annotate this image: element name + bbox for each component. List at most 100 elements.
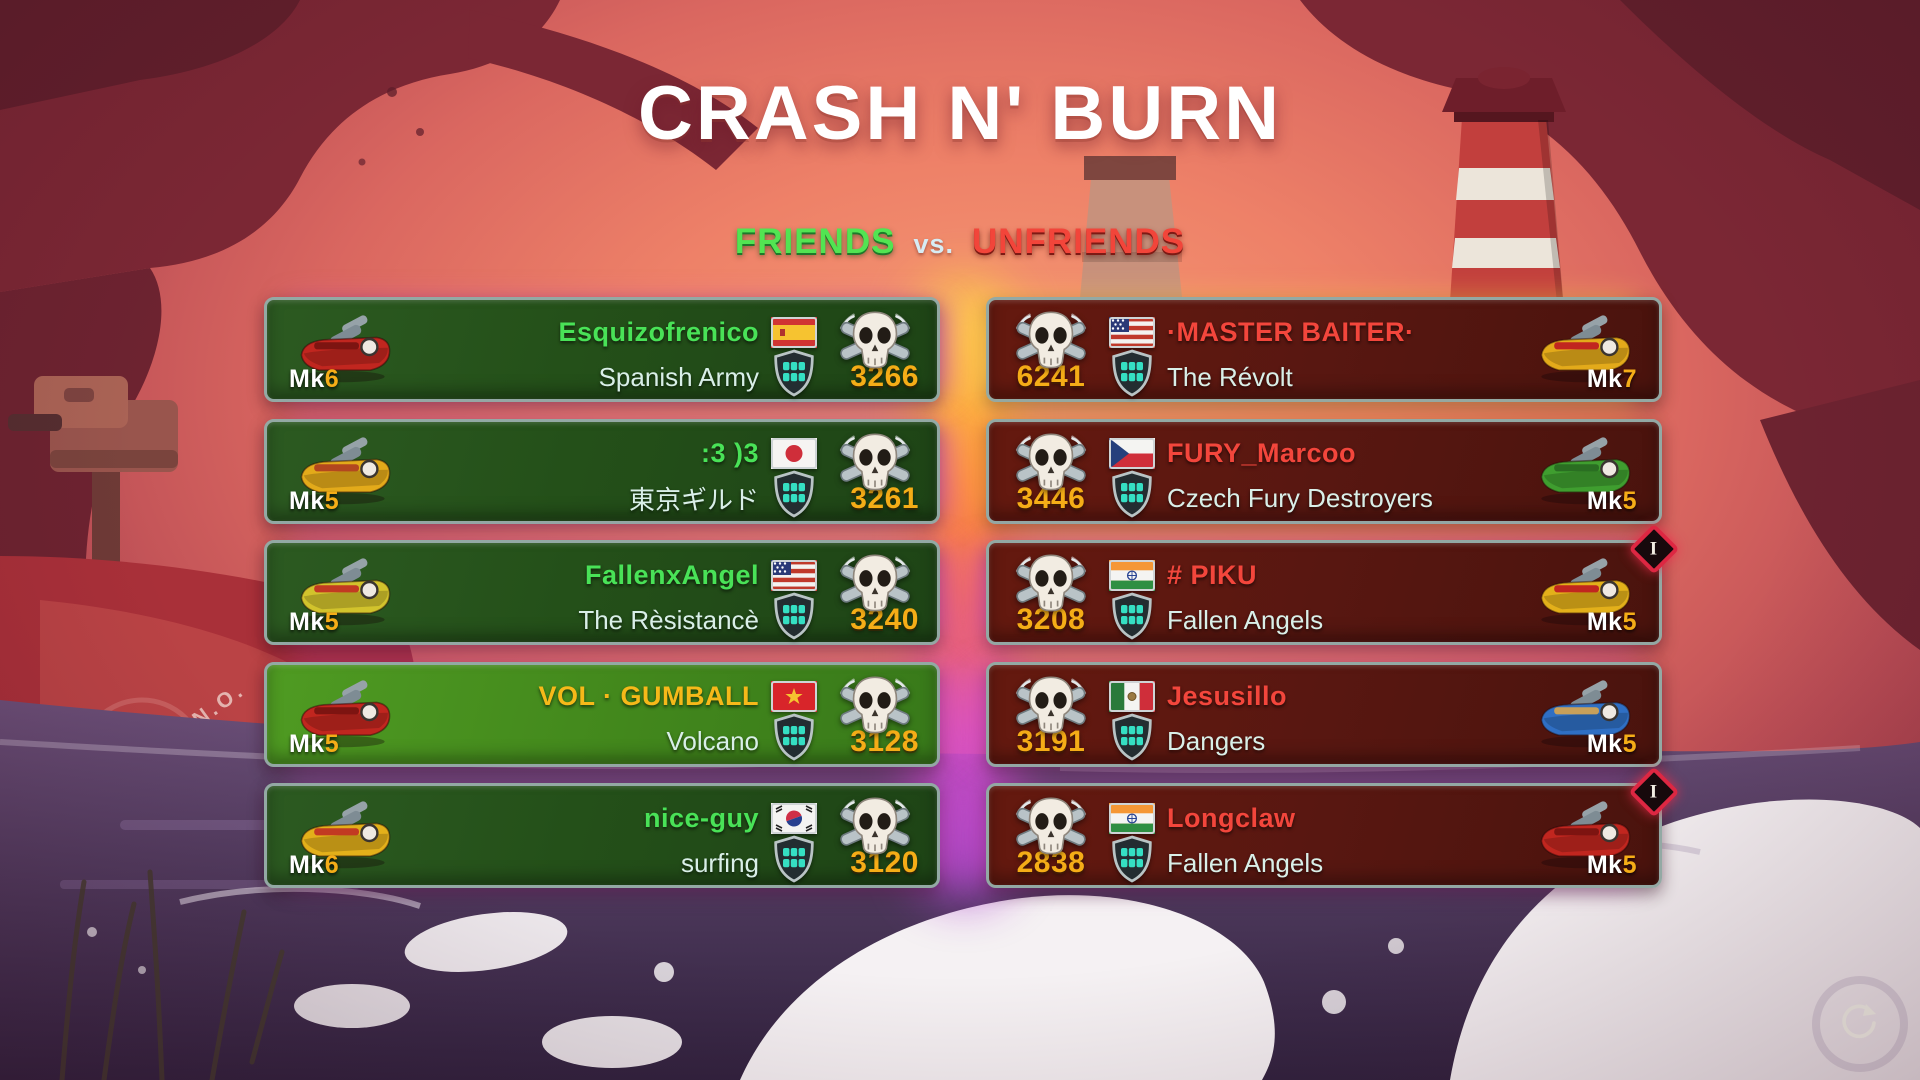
player-name: Jesusillo — [1167, 681, 1288, 711]
loading-spinner-icon — [1836, 1000, 1882, 1046]
player-info: Esquizofrenico Spanish Army 3266 — [558, 307, 921, 397]
player-info: # PIKU Fallen Angels 3208 — [1005, 550, 1323, 640]
vs-label: vs. — [913, 229, 954, 259]
vehicle-icon — [279, 302, 407, 392]
flag-es-icon — [771, 316, 817, 348]
vehicle-icon — [1519, 667, 1647, 757]
mk-level-label: Mk5 — [1587, 851, 1637, 880]
guild-name: surfing — [680, 847, 759, 878]
guild-name: Dangers — [1167, 726, 1266, 756]
player-card-friends-3[interactable]: Mk5 FallenxAngel The Rèsistancè 3240 — [264, 540, 940, 645]
player-card-unfriends-1[interactable]: Mk7 ·MASTER BAITER· The Révolt 6241 — [986, 297, 1662, 402]
guild-shield-icon — [772, 835, 816, 888]
vehicle-icon — [1519, 302, 1647, 392]
player-info: ·MASTER BAITER· The Révolt 6241 — [1005, 307, 1414, 397]
guild-shield-icon — [1110, 592, 1154, 645]
flag-us-icon — [771, 559, 817, 591]
mk-number: 5 — [324, 729, 340, 758]
flag-vn-icon — [771, 681, 817, 712]
guild-shield-icon — [1110, 470, 1154, 523]
mk-prefix: Mk — [289, 851, 325, 879]
guild-name: 東京ギルド — [628, 485, 759, 515]
guild-name: Volcano — [666, 726, 759, 756]
player-info: FallenxAngel The Rèsistancè 3240 — [578, 550, 921, 640]
flag-us-icon — [1109, 316, 1155, 348]
mk-prefix: Mk — [289, 608, 325, 636]
player-card-friends-5[interactable]: Mk6 nice-guy surfing 3120 — [264, 783, 940, 888]
guild-name: Czech Fury Destroyers — [1167, 483, 1433, 513]
mk-number: 6 — [324, 365, 340, 393]
vehicle-icon — [1519, 788, 1647, 878]
player-card-friends-4[interactable]: Mk5 VOL · GUMBALL Volcano 3128 — [264, 661, 940, 767]
infamy-skull-icon — [1007, 674, 1095, 745]
vehicle-icon — [279, 424, 407, 514]
flag-kr-icon — [771, 802, 817, 834]
guild-name: Spanish Army — [598, 361, 759, 392]
lighthouse — [1442, 67, 1566, 332]
reeds — [59, 869, 285, 1080]
guild-shield-icon — [1110, 713, 1154, 766]
player-name: VOL · GUMBALL — [538, 681, 759, 711]
player-card-unfriends-3[interactable]: Mk5 # PIKU Fallen Angels 3208 I — [986, 523, 1680, 645]
sea-foam — [87, 799, 1920, 1080]
guild-name: The Rèsistancè — [578, 604, 759, 635]
mk-number: 5 — [1622, 608, 1637, 636]
infamy-skull-icon — [831, 552, 919, 623]
infamy-skull-icon — [1007, 552, 1095, 623]
infamy-skull-icon — [831, 795, 919, 866]
player-card-unfriends-4[interactable]: Mk5 Jesusillo Dangers 3191 — [986, 661, 1662, 767]
infamy-skull-icon — [831, 431, 919, 502]
player-info: Longclaw Fallen Angels 2838 — [1005, 793, 1323, 883]
flag-mx-icon — [1109, 681, 1155, 712]
player-name: Esquizofrenico — [558, 316, 759, 347]
mk-level-label: Mk5 — [289, 487, 339, 516]
player-card-friends-1[interactable]: Mk6 Esquizofrenico Spanish Army 3266 — [264, 297, 940, 402]
mk-level-label: Mk5 — [1587, 487, 1637, 516]
teams-vs-line: FRIENDS vs. UNFRIENDS — [0, 222, 1920, 262]
battle-title: CRASH N' BURN — [638, 71, 1282, 156]
unfriends-team-column: Mk7 ·MASTER BAITER· The Révolt 6241 Mk5 FURY_… — [986, 297, 1680, 888]
vehicle-icon — [1519, 424, 1647, 514]
guild-name: Fallen Angels — [1167, 604, 1324, 635]
mk-number: 5 — [1622, 729, 1637, 758]
mk-prefix: Mk — [289, 729, 325, 758]
flag-in-icon — [1109, 559, 1155, 591]
mk-prefix: Mk — [1586, 851, 1623, 879]
infamy-skull-icon — [1007, 431, 1095, 502]
mk-level-label: Mk6 — [289, 851, 339, 880]
flag-in-icon — [1109, 802, 1155, 834]
unfriends-label: UNFRIENDS — [971, 222, 1186, 261]
mk-level-label: Mk5 — [289, 730, 339, 759]
guild-name: Fallen Angels — [1167, 847, 1324, 878]
player-card-friends-2[interactable]: Mk5:3 )3 東京ギルド 3261 — [264, 418, 940, 524]
mk-number: 5 — [1622, 851, 1637, 879]
player-name: # PIKU — [1167, 559, 1258, 590]
gun-turret — [8, 376, 178, 566]
mk-prefix: Mk — [1586, 365, 1623, 393]
vehicle-icon — [1519, 545, 1647, 635]
infamy-skull-icon — [1007, 309, 1095, 380]
player-card-unfriends-5[interactable]: Mk5 Longclaw Fallen Angels 2838 I — [986, 766, 1680, 888]
player-name: nice-guy — [643, 802, 759, 833]
player-info: FURY_Marcoo Czech Fury Destroyers 3446 — [1005, 429, 1433, 519]
guild-shield-icon — [772, 470, 816, 523]
fleet-badge-label: I — [1650, 781, 1658, 803]
player-name: Longclaw — [1167, 802, 1296, 833]
guild-shield-icon — [772, 592, 816, 645]
player-info: nice-guy surfing 3120 — [644, 793, 921, 883]
player-name: FallenxAngel — [584, 559, 759, 590]
guild-shield-icon — [1110, 835, 1154, 888]
player-card-unfriends-2[interactable]: Mk5 FURY_Marcoo Czech Fury Destroyers 3446 — [986, 418, 1662, 524]
flag-jp-icon — [771, 438, 817, 469]
vehicle-icon — [279, 667, 407, 757]
player-name: :3 )3 — [700, 438, 759, 468]
flag-cz-icon — [1109, 438, 1155, 469]
friends-label: FRIENDS — [734, 222, 896, 261]
mk-level-label: Mk6 — [289, 365, 339, 394]
friends-team-column: Mk6 Esquizofrenico Spanish Army 3266 Mk5:3 )… — [264, 297, 940, 888]
mk-level-label: Mk5 — [1587, 730, 1637, 759]
player-info: VOL · GUMBALL Volcano 3128 — [539, 672, 921, 762]
infamy-skull-icon — [1007, 795, 1095, 866]
mk-level-label: Mk5 — [1587, 608, 1637, 637]
